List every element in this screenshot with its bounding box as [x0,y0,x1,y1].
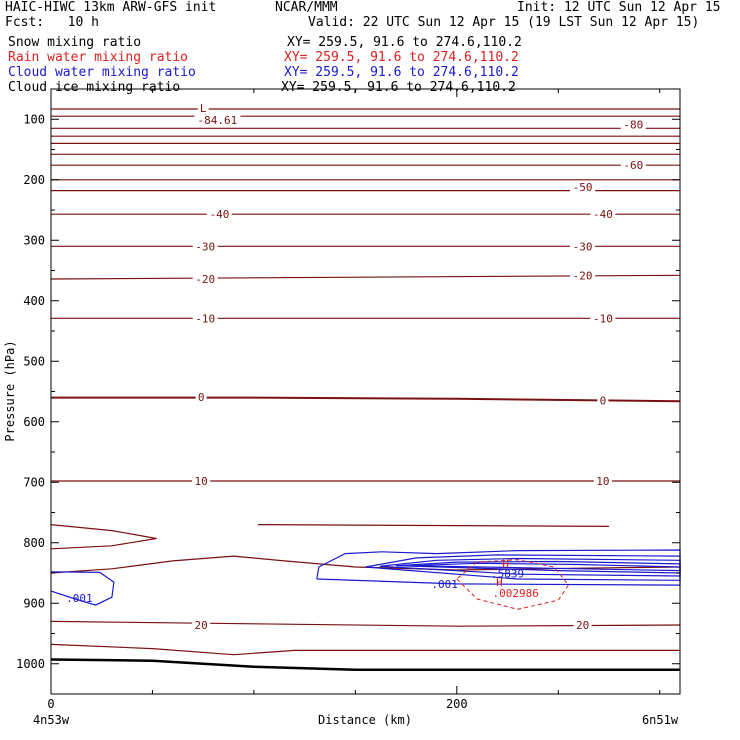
contour-label-bg [590,208,616,221]
legend-cloud-water-name: Cloud water mixing ratio [8,65,196,80]
y-tick-label: 800 [23,536,45,550]
legend-cloud-ice-name: Cloud ice mixing ratio [8,80,181,95]
isotherm-line [50,555,681,574]
y-tick-label: 900 [23,596,45,610]
y-tick-label: 1000 [16,657,45,671]
contour-label: -60 [623,159,643,172]
contour-label-bg [620,159,646,172]
isotherm-line [51,396,681,403]
contour-label: -30 [573,240,593,253]
y-tick-label: 400 [23,294,45,308]
y-axis-label: Pressure (hPa) [3,340,17,441]
contour-label-bg [590,312,616,325]
forecast-hour: Fcst: 10 h [5,15,99,30]
organization-label: NCAR/MMM [275,0,338,15]
extremum-label: H [496,576,503,589]
contour-label-bg [570,269,596,282]
contour-label: -40 [209,208,229,221]
contour-label: -30 [195,240,215,253]
rain-contour [456,559,570,610]
contour-label-bg [192,475,211,488]
isotherm-line [50,524,157,550]
contour-label: -84.61 [198,114,238,127]
cloud-water-contours [50,549,681,606]
contour-label: -10 [593,312,613,325]
y-tick-label: 500 [23,354,45,368]
contour-label: -50 [573,181,593,194]
legend-cloud-ice-xy: XY= 259.5, 91.6 to 274.6,110.2 [281,80,516,95]
contour-label-bg [197,101,209,114]
y-tick-label: 600 [23,415,45,429]
valid-time: Valid: 22 UTC Sun 12 Apr 15 (19 LST Sun … [308,15,700,30]
contour-label: 0 [198,391,205,404]
contour-labels: L-84.61 -80 -60 -50 -40 -40 -30 -30 -20 -20 -10 -10… [66,101,646,632]
contour-label: -10 [195,312,215,325]
contour-label: 10 [596,475,609,488]
x-tick-label: 200 [446,697,468,711]
extremum-label: .5839 [491,568,524,581]
extremum-label: .001 [431,578,458,591]
chart-title: HAIC-HIWC 13km ARW-GFS init [5,0,217,15]
extremum-label: .001 [66,592,93,605]
endpoint-right-label: 6n51w [642,713,679,727]
surface-pressure-line [50,658,680,672]
y-tick-label: 200 [23,173,45,187]
contour-label-bg [593,475,612,488]
y-tick-label: 300 [23,233,45,247]
contour-label-bg [192,272,218,285]
contour-label-bg [597,394,609,407]
isotherm-line [50,643,680,656]
isotherm-contours [50,108,681,656]
contour-label-bg [192,312,218,325]
extremum-label: .002986 [492,587,538,600]
contour-label: -80 [623,119,643,132]
contour-label-bg [573,619,592,632]
contour-label: 20 [195,619,208,632]
contour-label: 0 [600,395,607,408]
init-time: Init: 12 UTC Sun 12 Apr 15 [517,0,721,15]
cloud-water-contour [50,571,115,606]
endpoint-left-label: 4n53w [33,713,70,727]
contour-label: -20 [573,269,593,282]
contour-label-bg [570,181,596,194]
y-tick-label: 100 [23,112,45,126]
rain-contours [456,559,570,610]
surface-line [50,658,680,672]
extremum-label: H [502,557,509,570]
legend-snow-xy: XY= 259.5, 91.6 to 274.6,110.2 [287,35,522,50]
isotherm-line [50,620,681,627]
isotherm-line [257,523,610,528]
legend-rain-xy: XY= 259.5, 91.6 to 274.6,110.2 [284,50,519,65]
contour-label: 20 [576,619,589,632]
contour-label-bg [620,118,646,131]
cloud-water-contour [316,549,681,586]
x-tick-label: 0 [47,697,54,711]
legend-cloud-water-xy: XY= 259.5, 91.6 to 274.6,110.2 [284,65,519,80]
contour-label-bg [192,240,218,253]
contour-label: L [200,102,207,115]
contour-label-bg [206,208,232,221]
contour-label-bg [194,113,241,126]
x-axis-label: Distance (km) [318,713,412,727]
contour-label-bg [192,619,211,632]
contour-label: -20 [195,273,215,286]
contour-label: -40 [593,208,613,221]
contour-label: 10 [195,475,208,488]
contour-label-bg [195,390,207,403]
contour-label-bg [570,240,596,253]
legend-rain-name: Rain water mixing ratio [8,50,189,65]
y-tick-label: 700 [23,475,45,489]
legend-snow-name: Snow mixing ratio [8,35,142,50]
